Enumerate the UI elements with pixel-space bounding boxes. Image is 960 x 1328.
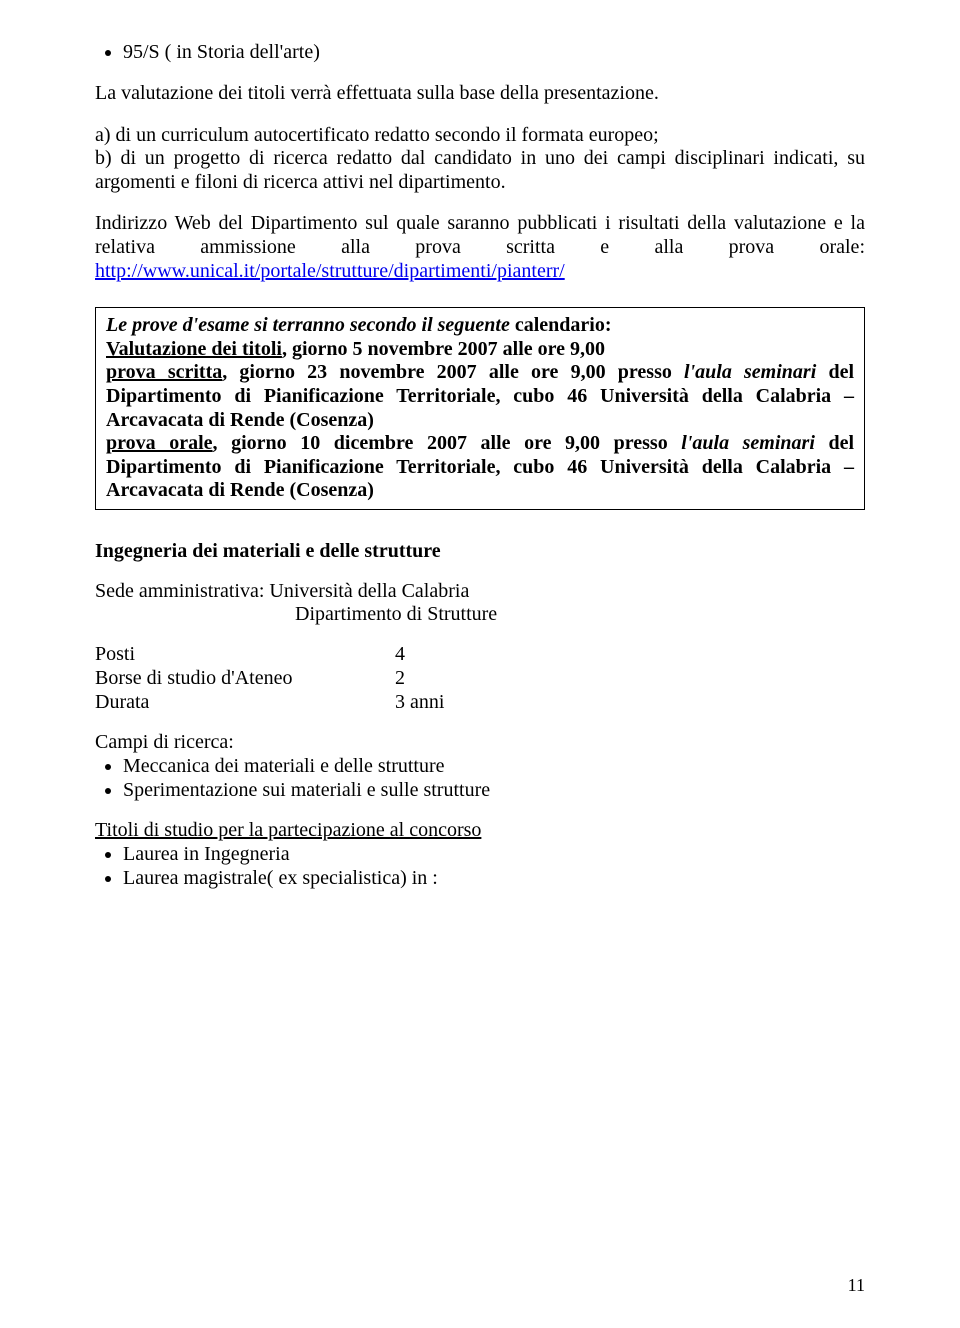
scritta-italic: l'aula seminari xyxy=(684,361,816,383)
kv-durata: Durata 3 anni xyxy=(95,690,865,714)
intro-rest: calendario: xyxy=(510,314,612,336)
bullet-item: 95/S ( in Storia dell'arte) xyxy=(123,40,865,64)
scritta-mid: , giorno 23 novembre 2007 alle ore 9,00 … xyxy=(222,361,684,383)
durata-key: Durata xyxy=(95,690,395,714)
list-item: Laurea magistrale( ex specialistica) in … xyxy=(123,866,865,890)
item-a: a) di un curriculum autocertificato reda… xyxy=(95,124,659,146)
borse-value: 2 xyxy=(395,666,405,690)
top-bullet-list: 95/S ( in Storia dell'arte) xyxy=(95,40,865,64)
dipartimento-link[interactable]: http://www.unical.it/portale/strutture/d… xyxy=(95,260,565,282)
kv-borse: Borse di studio d'Ateneo 2 xyxy=(95,666,865,690)
posti-value: 4 xyxy=(395,642,405,666)
durata-value: 3 anni xyxy=(395,690,444,714)
orale-mid: , giorno 10 dicembre 2007 alle ore 9,00 … xyxy=(213,432,682,454)
key-value-block: Posti 4 Borse di studio d'Ateneo 2 Durat… xyxy=(95,642,865,714)
box-line-valutazione: Valutazione dei titoli, giorno 5 novembr… xyxy=(106,338,854,362)
titoli-label: Titoli di studio per la partecipazione a… xyxy=(95,818,865,842)
paragraph-list-a-b: a) di un curriculum autocertificato reda… xyxy=(95,124,865,195)
valutazione-rest: , giorno 5 novembre 2007 alle ore 9,00 xyxy=(282,338,605,360)
list-item: Laurea in Ingegneria xyxy=(123,842,865,866)
kv-posti: Posti 4 xyxy=(95,642,865,666)
borse-key: Borse di studio d'Ateneo xyxy=(95,666,395,690)
box-line-scritta: prova scritta, giorno 23 novembre 2007 a… xyxy=(106,361,854,432)
orale-italic: l'aula seminari xyxy=(681,432,815,454)
box-line-orale: prova orale, giorno 10 dicembre 2007 all… xyxy=(106,432,854,503)
sede-line: Sede amministrativa: Università della Ca… xyxy=(95,579,865,603)
dipartimento-line: Dipartimento di Strutture xyxy=(295,603,865,626)
intro-italic: Le prove d'esame si terranno secondo il … xyxy=(106,314,510,336)
campi-label: Campi di ricerca: xyxy=(95,730,865,754)
box-line-intro: Le prove d'esame si terranno secondo il … xyxy=(106,314,854,338)
page: 95/S ( in Storia dell'arte) La valutazio… xyxy=(0,0,960,1328)
section-title-ingegneria: Ingegneria dei materiali e delle struttu… xyxy=(95,540,865,563)
scritta-label: prova scritta xyxy=(106,361,222,383)
list-item: Sperimentazione sui materiali e sulle st… xyxy=(123,778,865,802)
indirizzo-text: Indirizzo Web del Dipartimento sul quale… xyxy=(95,212,865,258)
page-number: 11 xyxy=(848,1275,865,1296)
valutazione-label: Valutazione dei titoli xyxy=(106,338,282,360)
list-item: Meccanica dei materiali e delle struttur… xyxy=(123,754,865,778)
calendar-box: Le prove d'esame si terranno secondo il … xyxy=(95,307,865,510)
campi-list: Meccanica dei materiali e delle struttur… xyxy=(95,754,865,802)
paragraph-valutazione: La valutazione dei titoli verrà effettua… xyxy=(95,82,865,106)
titoli-list: Laurea in Ingegneria Laurea magistrale( … xyxy=(95,842,865,890)
orale-label: prova orale xyxy=(106,432,213,454)
item-b: b) di un progetto di ricerca redatto dal… xyxy=(95,147,865,193)
posti-key: Posti xyxy=(95,642,395,666)
paragraph-indirizzo-web: Indirizzo Web del Dipartimento sul quale… xyxy=(95,212,865,283)
